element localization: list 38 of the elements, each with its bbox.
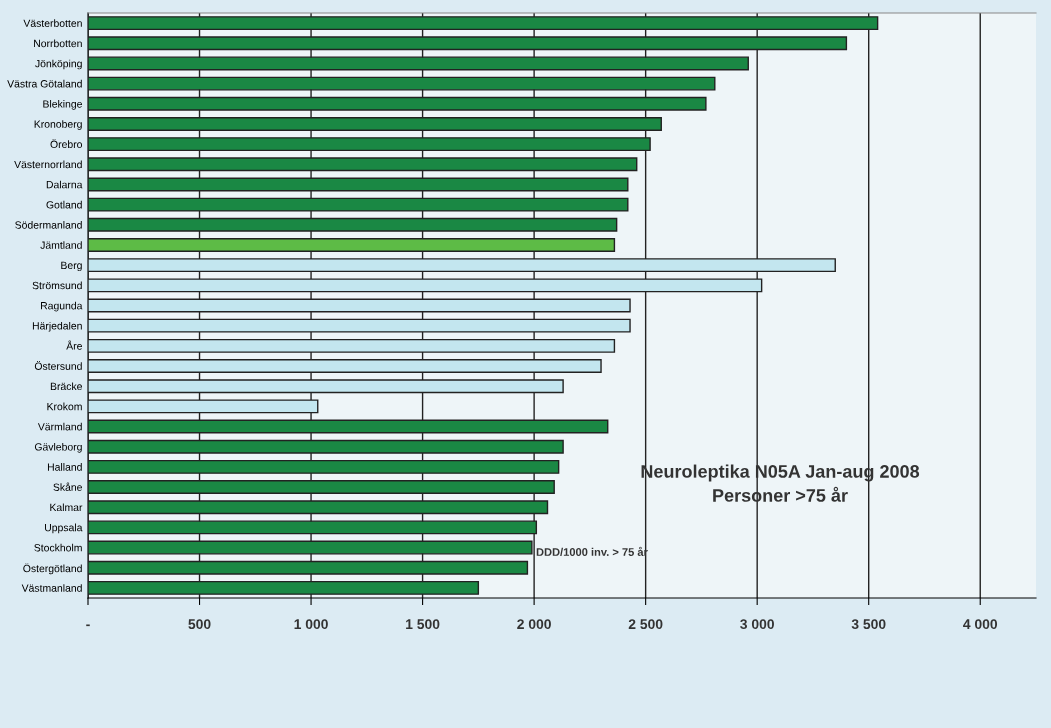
y-tick-label: Västmanland [21, 584, 82, 592]
y-tick-label: Östersund [34, 361, 82, 370]
y-tick-label: Södermanland [15, 221, 82, 229]
y-tick-label: Ragunda [41, 301, 83, 312]
y-tick-label: Västerbotten [23, 19, 82, 27]
x-tick-label: 3 500 [851, 619, 886, 630]
y-tick-label: Bräcke [50, 382, 82, 391]
x-tick-label: 3 000 [740, 619, 774, 630]
x-tick-label: 500 [188, 619, 211, 630]
y-tick-label: Blekinge [43, 100, 82, 110]
y-tick-label: Örebro [50, 139, 83, 148]
y-tick-label: Västra Götaland [7, 79, 82, 88]
x-tick-label: 1 000 [294, 619, 328, 630]
y-tick-label: Åre [66, 340, 82, 350]
x-tick-label: - [86, 624, 90, 627]
y-tick-label: Halland [47, 463, 82, 471]
y-tick-label: Gävleborg [34, 442, 82, 453]
y-tick-label: Värmland [37, 422, 82, 431]
y-tick-label: Stockholm [34, 543, 82, 552]
y-tick-label: Jönköping [35, 59, 82, 70]
x-tick-label: 4 000 [963, 619, 998, 630]
x-tick-label: 2 500 [628, 619, 663, 630]
y-tick-label: Dalarna [46, 180, 83, 189]
y-tick-label: Kalmar [50, 503, 83, 512]
y-tick-label: Västernorrland [14, 160, 82, 169]
y-tick-label: Östergötland [23, 563, 82, 575]
y-tick-label: Strömsund [32, 281, 82, 290]
y-tick-label: Jämtland [40, 241, 82, 249]
y-tick-label: Gotland [46, 200, 82, 209]
y-tick-label: Kronoberg [34, 120, 82, 130]
y-tick-label: Skåne [53, 482, 82, 491]
y-tick-label: Härjedalen [32, 321, 82, 332]
y-tick-label: Krokom [47, 402, 82, 411]
y-tick-label: Uppsala [45, 523, 83, 534]
y-tick-label: Berg [61, 261, 82, 272]
x-tick-label: 1 500 [406, 619, 440, 630]
x-tick-label: 2 000 [517, 619, 551, 630]
y-tick-label: Norrbotten [34, 39, 82, 48]
